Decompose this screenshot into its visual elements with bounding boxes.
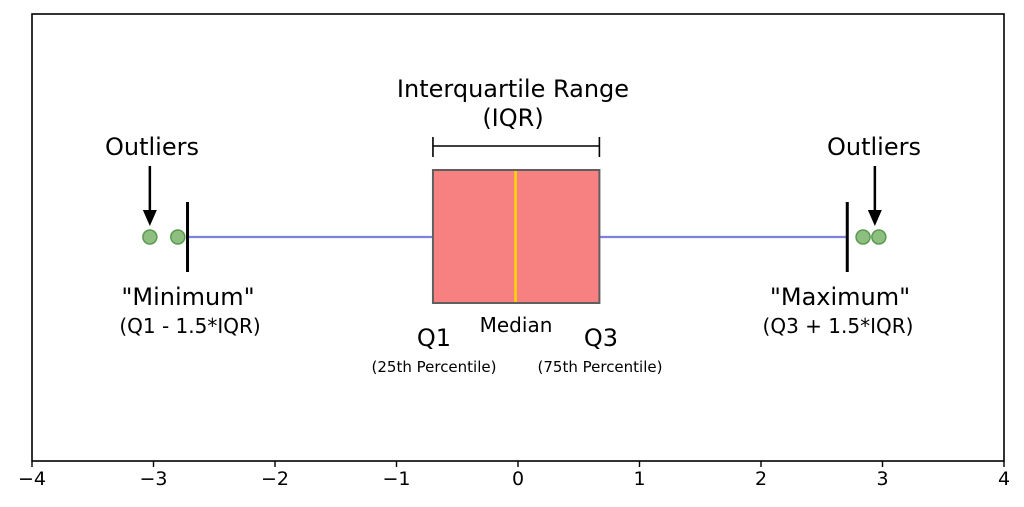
maximum-subtitle: (Q3 + 1.5*IQR): [763, 314, 914, 338]
q3-label: Q3: [584, 324, 618, 352]
maximum-title: "Maximum": [770, 283, 910, 311]
outlier-arrow-left-head: [142, 210, 157, 226]
x-tick-label: 2: [755, 468, 767, 490]
x-tick-label: 1: [633, 468, 645, 490]
minimum-title: "Minimum": [121, 283, 254, 311]
x-axis-ticks: −4 −3 −2 −1 0 1 2 3 4: [18, 461, 1010, 490]
iqr-title: Interquartile Range: [397, 75, 629, 103]
minimum-subtitle: (Q1 - 1.5*IQR): [119, 314, 260, 338]
q1-subtitle: (25th Percentile): [372, 358, 497, 376]
x-tick-label: 3: [876, 468, 888, 490]
median-label: Median: [480, 313, 553, 337]
outlier-point-3: [855, 229, 871, 245]
q1-label: Q1: [417, 324, 451, 352]
outlier-arrows: [142, 166, 882, 226]
iqr-subtitle: (IQR): [482, 104, 543, 132]
outlier-point-4: [871, 229, 887, 245]
x-tick-label: −1: [382, 468, 410, 490]
x-tick-label: 0: [512, 468, 524, 490]
x-tick-label: −2: [261, 468, 289, 490]
box-group: [431, 169, 601, 304]
whiskers: [186, 202, 849, 272]
outliers-left-label: Outliers: [105, 133, 199, 161]
iqr-bracket: [432, 137, 601, 157]
x-tick-label: −4: [18, 468, 46, 490]
x-tick-label: 4: [998, 468, 1010, 490]
outliers-right-label: Outliers: [827, 133, 921, 161]
outlier-arrow-right-head: [867, 210, 882, 226]
x-tick-label: −3: [139, 468, 167, 490]
outlier-point-1: [142, 229, 158, 245]
outlier-point-2: [170, 229, 186, 245]
outliers: [142, 229, 887, 245]
q3-subtitle: (75th Percentile): [538, 358, 663, 376]
